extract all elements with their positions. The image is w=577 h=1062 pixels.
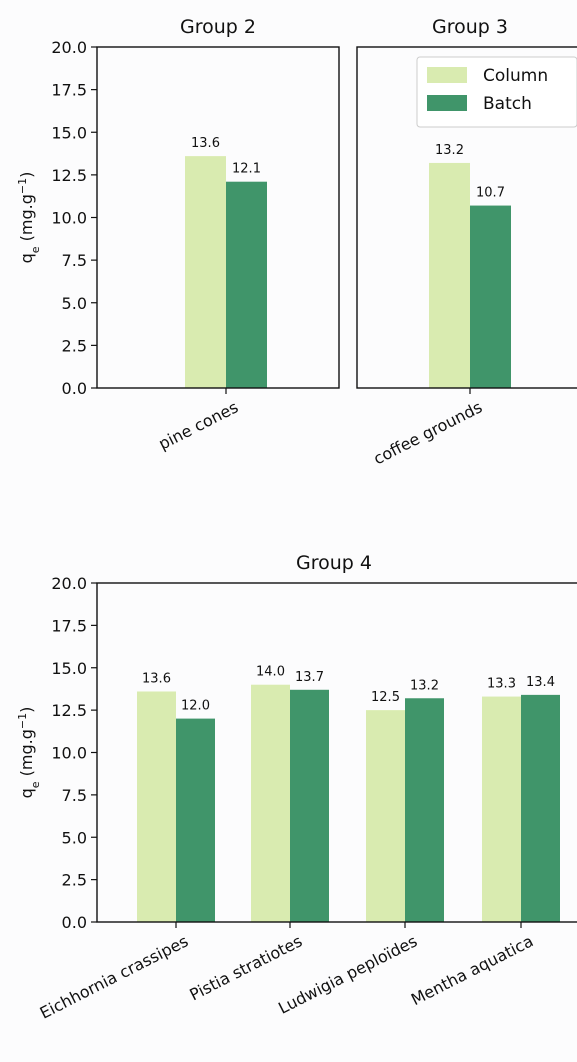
data-label: 10.7: [476, 186, 505, 201]
y-tick-label: 15.0: [51, 659, 87, 678]
legend-swatch: [427, 67, 467, 83]
data-label: 13.6: [142, 671, 171, 686]
data-label: 13.2: [435, 143, 464, 158]
y-tick-label: 5.0: [62, 294, 87, 313]
y-tick-label: 17.5: [51, 616, 87, 635]
y-tick-label: 10.0: [51, 744, 87, 763]
bar-column: [482, 696, 521, 922]
chart-title: Group 2: [180, 16, 256, 38]
legend-label: Batch: [483, 94, 532, 114]
plot-frame: [356, 46, 577, 389]
x-tick-label: pine cones: [155, 397, 241, 453]
bar-batch: [470, 205, 511, 388]
y-tick-label: 0.0: [62, 379, 87, 398]
bar-batch: [405, 698, 444, 922]
data-label: 13.3: [487, 677, 516, 692]
data-label: 13.4: [526, 675, 555, 690]
data-label: 12.1: [232, 162, 261, 177]
x-tick-label: Pistia stratiotes: [186, 931, 305, 1004]
y-tick-label: 7.5: [62, 251, 87, 270]
y-tick-label: 10.0: [51, 209, 87, 228]
y-tick-label: 12.5: [51, 166, 87, 185]
y-tick-label: 17.5: [51, 81, 87, 100]
bar-batch: [226, 181, 267, 388]
y-tick-label: 0.0: [62, 913, 87, 932]
data-label: 12.0: [181, 699, 210, 714]
x-tick-label: Mentha aquatica: [408, 931, 536, 1009]
bar-column: [137, 691, 176, 922]
data-label: 13.6: [191, 136, 220, 151]
y-tick-label: 5.0: [62, 828, 87, 847]
chart-title: Group 4: [296, 552, 372, 574]
y-tick-label: 2.5: [62, 871, 87, 890]
data-label: 13.2: [410, 678, 439, 693]
y-tick-label: 20.0: [51, 574, 87, 593]
y-tick-label: 15.0: [51, 123, 87, 142]
bar-column: [429, 162, 470, 388]
bar-column: [366, 710, 405, 922]
bar-batch: [521, 694, 560, 922]
x-tick-label: Eichhornia crassipes: [37, 931, 192, 1022]
y-tick-label: 7.5: [62, 786, 87, 805]
y-axis-label: qe (mg.g−1): [16, 707, 42, 799]
x-tick-label: coffee grounds: [370, 397, 485, 468]
data-label: 14.0: [256, 665, 285, 680]
bar-column: [251, 684, 290, 922]
y-tick-label: 20.0: [51, 38, 87, 57]
chart-title: Group 3: [432, 16, 508, 38]
legend-label: Column: [483, 66, 548, 86]
legend-swatch: [427, 95, 467, 111]
bar-batch: [290, 689, 329, 922]
y-tick-label: 2.5: [62, 336, 87, 355]
y-tick-label: 12.5: [51, 701, 87, 720]
y-axis-label: qe (mg.g−1): [16, 172, 42, 264]
bar-column: [185, 156, 226, 388]
data-label: 12.5: [371, 690, 400, 705]
data-label: 13.7: [295, 670, 324, 685]
bar-batch: [176, 718, 215, 922]
